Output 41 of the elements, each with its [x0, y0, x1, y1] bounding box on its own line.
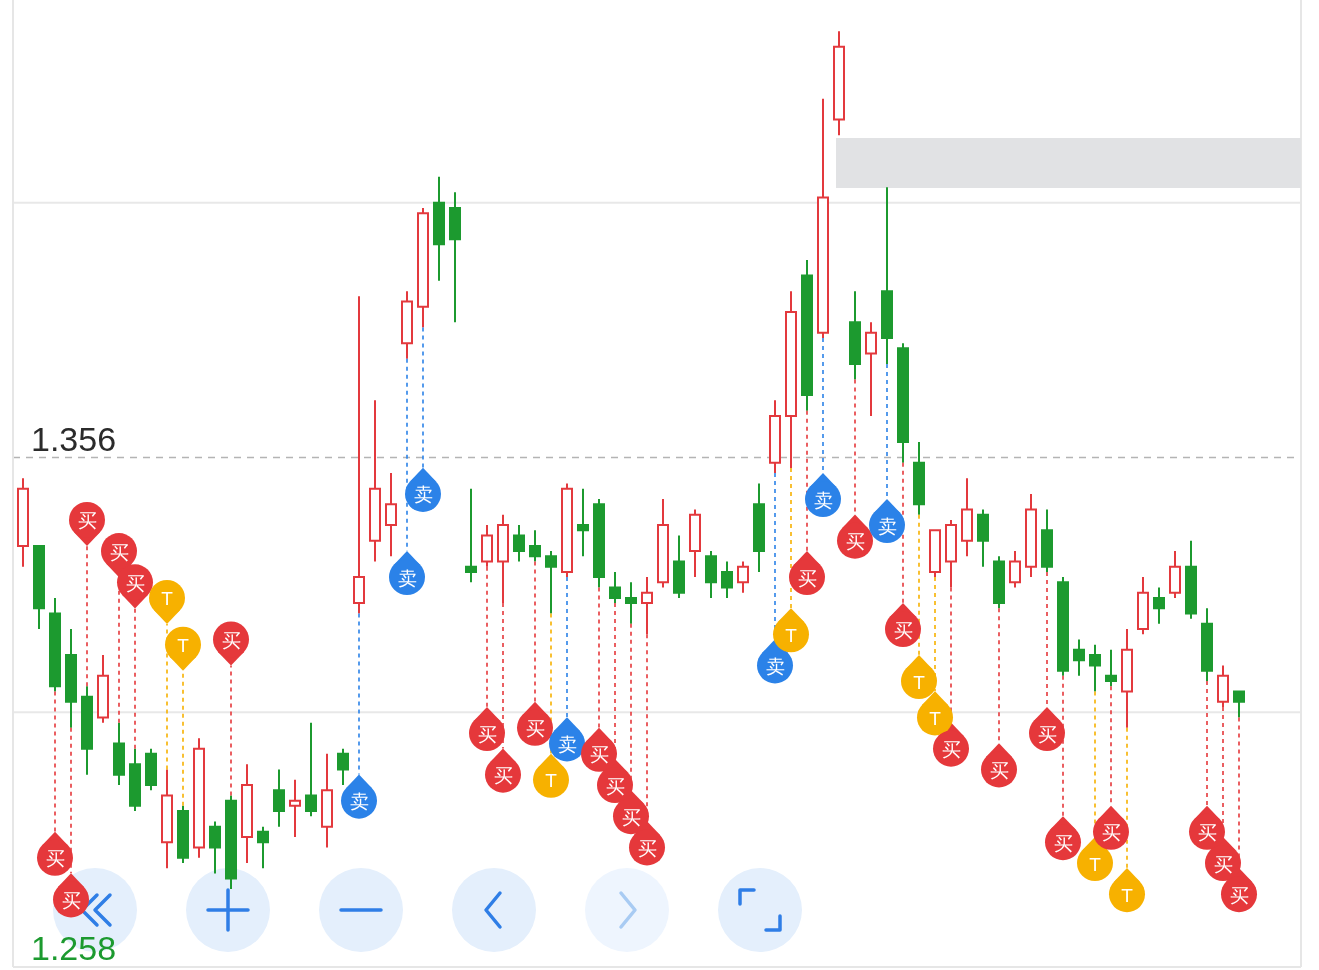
signal-label: 买 [125, 572, 145, 594]
signal-label: T [1089, 853, 1101, 875]
signal-label: 买 [45, 848, 65, 870]
signal-label: 卖 [765, 655, 785, 677]
signal-label: 卖 [877, 515, 897, 537]
signal-label: 买 [797, 567, 817, 589]
signal-label: 买 [1053, 832, 1073, 854]
signal-label: T [913, 671, 925, 693]
signal-label: 买 [77, 510, 97, 532]
signal-label: 买 [1037, 723, 1057, 745]
y-tick-label: 1.356 [31, 419, 117, 458]
signal-label: 卖 [813, 489, 833, 511]
signal-label: T [1121, 884, 1133, 906]
signal-label: 买 [61, 889, 81, 911]
signal-label: 买 [845, 531, 865, 553]
signal-label: T [785, 624, 797, 646]
signal-label: 买 [221, 629, 241, 651]
signal-label: 卖 [397, 567, 417, 589]
signal-label: 买 [893, 619, 913, 641]
signal-label: 买 [941, 739, 961, 761]
signal-label: 买 [109, 541, 129, 563]
signal-label: 买 [621, 806, 641, 828]
signal-label: 卖 [413, 484, 433, 506]
y-tick-label: 1.258 [31, 929, 117, 967]
signal-label: 买 [1229, 884, 1249, 906]
signal-label: T [177, 635, 189, 657]
signal-label: 买 [1213, 853, 1233, 875]
signal-label: 买 [637, 837, 657, 859]
signal-label: 买 [477, 723, 497, 745]
signal-label: T [161, 588, 173, 610]
signal-label: 卖 [557, 733, 577, 755]
signal-label: 买 [1197, 822, 1217, 844]
signal-label: 买 [605, 775, 625, 797]
signal-label: 卖 [349, 791, 369, 813]
signal-label: 买 [989, 759, 1009, 781]
signal-label: T [929, 707, 941, 729]
signal-label: T [545, 770, 557, 792]
signal-label: 买 [1101, 822, 1121, 844]
signal-label: 买 [525, 718, 545, 740]
signal-label: 买 [589, 744, 609, 766]
signal-label: 买 [493, 765, 513, 787]
